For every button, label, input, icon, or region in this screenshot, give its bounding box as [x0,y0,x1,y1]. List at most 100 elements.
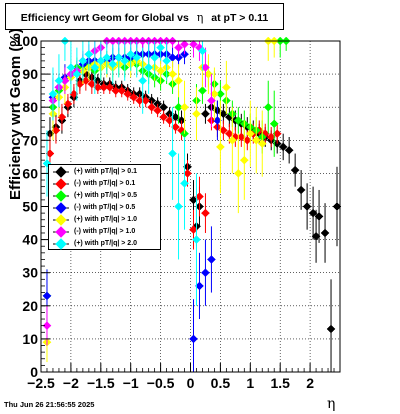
legend-marker-diamond [55,214,67,226]
data-point [269,119,279,129]
data-point [320,228,330,238]
legend-label: (+) with pT/|q| > 2.0 [74,240,138,247]
data-point [60,76,70,86]
y-tick-label: 10 [22,331,38,347]
data-point [251,135,261,145]
legend-entry: (+) with pT/|q| > 0.1 [49,166,160,178]
data-point [168,149,177,158]
legend-marker [53,190,69,202]
data-point [239,155,249,165]
data-point [90,63,100,72]
y-tick-label: 80 [22,99,38,115]
x-tick-label: 1 [246,375,254,391]
legend-marker-diamond [55,238,67,250]
data-point [233,116,243,125]
data-point [207,96,216,105]
data-point [150,53,159,62]
data-point [144,63,153,72]
data-point [162,56,171,66]
data-point [180,39,189,49]
legend-marker [53,214,69,226]
data-point [156,66,165,76]
legend-entry: (+) with pT/|q| > 1.0 [49,214,160,226]
data-point [189,334,198,344]
y-tick-label: 70 [22,132,38,148]
axis-ticks [40,40,341,373]
y-tick-label: 60 [22,165,38,181]
legend-label: (+) with pT/|q| > 1.0 [74,216,138,223]
data-point [207,255,216,264]
x-axis-label: η [327,396,336,412]
x-tick-label: 0.5 [211,375,231,391]
data-point [54,76,64,86]
legend-marker [53,178,69,190]
x-tick-label: −1 [123,375,139,391]
data-point [174,43,183,52]
data-point [147,102,156,112]
x-tick-label: 1.5 [270,375,290,391]
legend-marker [53,238,69,250]
data-point [216,89,225,99]
data-point [192,109,201,119]
data-point [314,212,324,221]
data-point [290,165,300,175]
legend-marker-diamond [55,202,67,214]
data-point [132,53,142,62]
data-point [84,49,94,59]
data-point [302,202,312,211]
datestamp: Thu Jun 26 21:56:55 2025 [4,400,95,409]
x-tick-label: −0.5 [147,375,175,391]
data-point [326,324,336,334]
y-tick-label: 40 [22,232,38,248]
data-point [174,102,183,112]
data-point [296,185,306,195]
y-tick-label: 0 [30,364,38,380]
data-point [245,129,255,139]
data-point [117,86,127,96]
data-point [263,102,273,112]
legend-marker [53,226,69,238]
y-tick-label: 90 [22,66,38,82]
data-point [72,69,82,79]
legend-entry: (-) with pT/|q| > 0.5 [49,202,160,214]
legend-label: (+) with pT/|q| > 0.5 [74,192,138,199]
data-point [180,178,189,188]
y-tick-label: 50 [22,199,38,215]
data-point [138,76,148,86]
data-point [198,86,207,96]
data-point [96,56,106,66]
data-point [216,142,225,152]
legend-marker-diamond [55,190,67,202]
data-point [159,112,168,122]
y-tick-label: 30 [22,265,38,281]
data-point [222,82,231,92]
data-point [192,235,201,244]
y-tick-label: 100 [15,33,39,49]
legend-marker-diamond [55,166,67,178]
data-point [228,135,237,145]
x-tick-label: −1.5 [87,375,115,391]
data-point [120,56,130,66]
legend-label: (+) with pT/|q| > 0.1 [74,168,138,175]
data-point [66,63,76,72]
data-point [180,102,189,112]
data-point [198,46,207,56]
data-point [102,53,112,62]
legend-label: (-) with pT/|q| > 1.0 [74,228,136,235]
data-point [129,92,139,102]
data-point [284,145,294,155]
legend-marker-diamond [55,226,67,238]
data-point [201,208,210,218]
data-point [126,49,136,59]
data-point [42,291,52,301]
y-tick-label: 20 [22,298,38,314]
data-point [233,169,243,178]
legend: (+) with pT/|q| > 0.1 (-) with pT/|q| > 0… [48,164,161,250]
data-point [48,89,58,99]
legend-entry: (+) with pT/|q| > 0.5 [49,190,160,202]
data-point [42,321,52,331]
legend-label: (-) with pT/|q| > 0.5 [74,204,136,211]
chart-title-cut: at pT > 0.11 [211,12,269,24]
series-6 [42,36,207,306]
data-point [174,76,183,86]
